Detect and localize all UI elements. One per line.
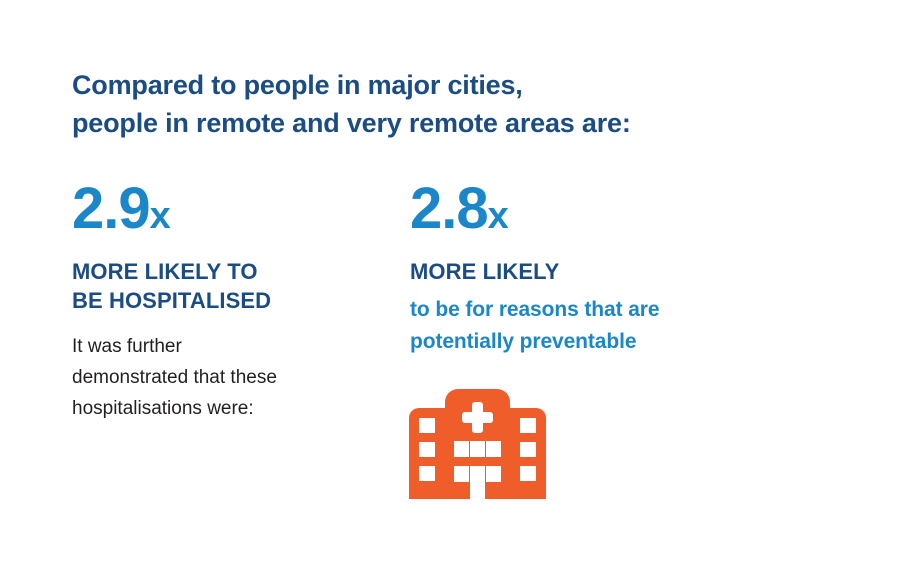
stat-caption-line-2: BE HOSPITALISED [72, 288, 272, 313]
stat-subcaption-line-2: potentially preventable [410, 330, 637, 353]
stat-caption-preventable: MORE LIKELY [410, 257, 750, 286]
stat-subcaption-preventable: to be for reasons that are potentially p… [410, 294, 750, 358]
page-title-line-1: Compared to people in major cities, [72, 70, 523, 100]
stat-figure-suffix: x [487, 195, 509, 237]
stat-caption-line-1: MORE LIKELY [410, 259, 560, 284]
stat-block-hospitalised: 2.9x MORE LIKELY TO BE HOSPITALISED It w… [72, 178, 402, 424]
stat-figure-value: 2.8 [410, 176, 489, 241]
hospital-icon [409, 389, 546, 499]
statistics-group: 2.9x MORE LIKELY TO BE HOSPITALISED It w… [0, 178, 900, 518]
stat-figure-preventable: 2.8x [410, 178, 750, 247]
stat-note-line-1: It was further [72, 336, 182, 357]
stat-note-line-2: demonstrated that these [72, 367, 277, 388]
page-title: Compared to people in major cities, peop… [72, 66, 832, 142]
stat-figure-suffix: x [149, 195, 171, 237]
stat-caption-hospitalised: MORE LIKELY TO BE HOSPITALISED [72, 257, 402, 315]
stat-note-hospitalised: It was further demonstrated that these h… [72, 331, 402, 424]
stat-subcaption-line-1: to be for reasons that are [410, 298, 660, 321]
stat-figure-hospitalised: 2.9x [72, 178, 402, 247]
stat-caption-line-1: MORE LIKELY TO [72, 259, 258, 284]
stat-figure-value: 2.9 [72, 176, 151, 241]
stat-block-preventable: 2.8x MORE LIKELY to be for reasons that … [410, 178, 750, 358]
stat-note-line-3: hospitalisations were: [72, 398, 254, 419]
page-title-line-2: people in remote and very remote areas a… [72, 108, 631, 138]
